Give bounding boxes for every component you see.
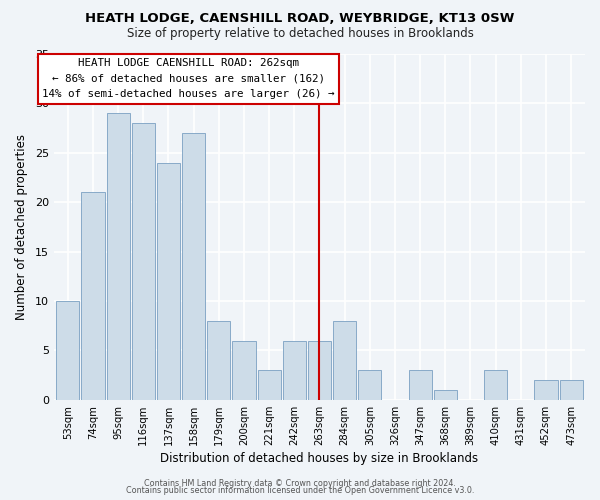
Bar bbox=[409, 370, 432, 400]
Bar bbox=[308, 340, 331, 400]
Bar bbox=[535, 380, 557, 400]
Text: Size of property relative to detached houses in Brooklands: Size of property relative to detached ho… bbox=[127, 28, 473, 40]
Bar bbox=[434, 390, 457, 400]
Bar bbox=[82, 192, 104, 400]
Bar bbox=[207, 321, 230, 400]
Bar bbox=[182, 133, 205, 400]
Bar bbox=[560, 380, 583, 400]
Bar bbox=[257, 370, 281, 400]
Bar bbox=[484, 370, 507, 400]
Bar bbox=[56, 301, 79, 400]
Text: Contains HM Land Registry data © Crown copyright and database right 2024.: Contains HM Land Registry data © Crown c… bbox=[144, 478, 456, 488]
Bar bbox=[333, 321, 356, 400]
X-axis label: Distribution of detached houses by size in Brooklands: Distribution of detached houses by size … bbox=[160, 452, 479, 465]
Text: HEATH LODGE, CAENSHILL ROAD, WEYBRIDGE, KT13 0SW: HEATH LODGE, CAENSHILL ROAD, WEYBRIDGE, … bbox=[85, 12, 515, 26]
Bar bbox=[107, 114, 130, 400]
Bar bbox=[232, 340, 256, 400]
Text: HEATH LODGE CAENSHILL ROAD: 262sqm
← 86% of detached houses are smaller (162)
14: HEATH LODGE CAENSHILL ROAD: 262sqm ← 86%… bbox=[43, 58, 335, 100]
Y-axis label: Number of detached properties: Number of detached properties bbox=[15, 134, 28, 320]
Text: Contains public sector information licensed under the Open Government Licence v3: Contains public sector information licen… bbox=[126, 486, 474, 495]
Bar bbox=[283, 340, 306, 400]
Bar bbox=[358, 370, 382, 400]
Bar bbox=[157, 162, 180, 400]
Bar bbox=[132, 123, 155, 400]
